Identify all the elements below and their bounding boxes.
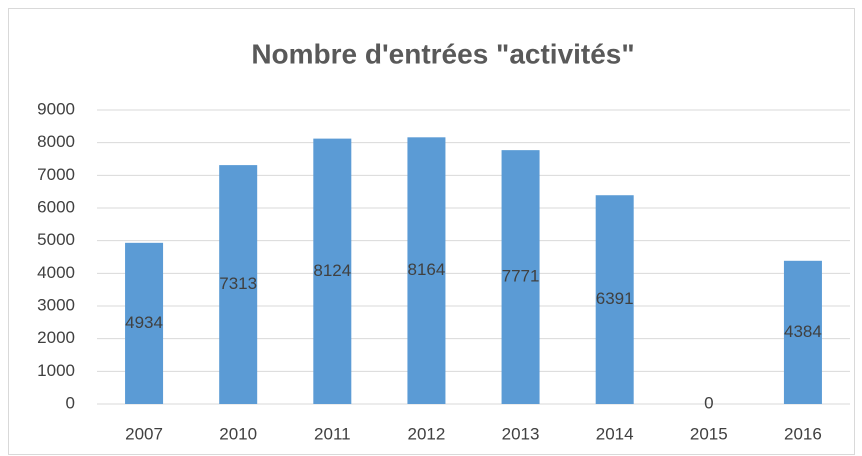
data-label: 4384 [784, 322, 822, 341]
y-tick-label: 2000 [37, 328, 75, 347]
y-tick-label: 1000 [37, 361, 75, 380]
y-tick-label: 4000 [37, 263, 75, 282]
y-tick-label: 3000 [37, 295, 75, 314]
x-tick-label: 2007 [125, 424, 163, 443]
x-tick-label: 2014 [596, 424, 634, 443]
y-tick-label: 9000 [37, 99, 75, 118]
data-label: 7771 [502, 267, 540, 286]
x-tick-label: 2011 [314, 424, 351, 443]
x-tick-label: 2012 [408, 424, 446, 443]
bar [125, 242, 164, 404]
x-tick-label: 2013 [502, 424, 540, 443]
y-tick-label: 5000 [37, 230, 75, 249]
data-label: 4934 [125, 313, 163, 332]
bar [407, 137, 446, 404]
bar [313, 138, 352, 404]
bar [219, 165, 258, 404]
y-tick-label: 8000 [37, 132, 75, 151]
chart-title: Nombre d'entrées "activités" [251, 38, 634, 69]
y-tick-label: 6000 [37, 197, 75, 216]
x-tick-label: 2010 [219, 424, 257, 443]
data-label: 6391 [596, 289, 634, 308]
y-tick-label: 0 [66, 393, 75, 412]
y-tick-label: 7000 [37, 165, 75, 184]
data-label: 7313 [219, 274, 257, 293]
data-label: 0 [704, 393, 713, 412]
x-tick-label: 2016 [784, 424, 822, 443]
bar [501, 150, 540, 404]
data-label: 8124 [313, 261, 351, 280]
data-label: 8164 [408, 260, 446, 279]
x-tick-label: 2015 [690, 424, 728, 443]
bar [783, 260, 822, 404]
bar [595, 195, 634, 404]
